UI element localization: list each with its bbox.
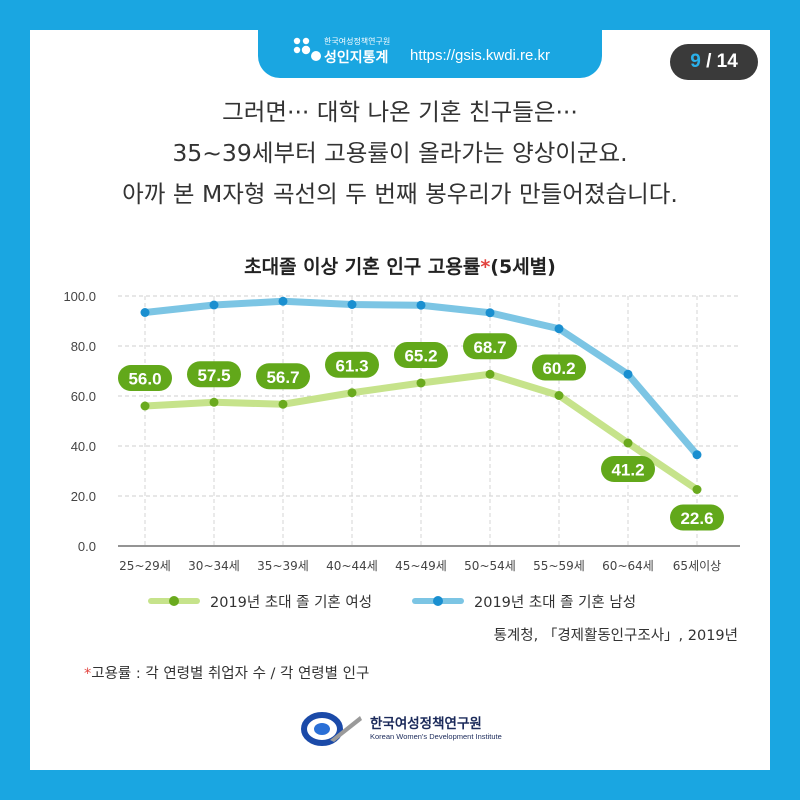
series-point xyxy=(485,369,495,379)
y-tick-label: 20.0 xyxy=(71,489,96,504)
logo-title: 성인지통계 xyxy=(324,50,389,66)
kwdi-name-english: Korean Women's Development Institute xyxy=(370,732,502,741)
footnote-star: * xyxy=(84,666,92,682)
data-label: 41.2 xyxy=(611,461,644,480)
legend-marker-men xyxy=(433,596,443,606)
data-label: 68.7 xyxy=(473,338,506,357)
data-label: 56.7 xyxy=(266,368,299,387)
kwdi-emblem-icon xyxy=(301,712,362,746)
chart-legend: 2019년 초대 졸 기혼 여성 2019년 초대 졸 기혼 남성 xyxy=(30,588,770,614)
data-label-badge xyxy=(118,365,172,391)
series-point xyxy=(416,378,426,388)
headline-line-1: 그러면··· 대학 나온 기혼 친구들은··· xyxy=(222,98,578,126)
headline: 그러면··· 대학 나온 기혼 친구들은··· 35~39세부터 고용률이 올라… xyxy=(30,92,770,215)
data-label-badge xyxy=(187,361,241,388)
data-label-badge xyxy=(463,333,517,360)
page-indicator: 9 / 14 xyxy=(670,44,758,80)
series-point xyxy=(692,485,702,494)
logo-subtitle: 한국여성정책연구원 xyxy=(324,37,391,46)
y-tick-label: 0.0 xyxy=(78,539,96,554)
series-point xyxy=(554,391,564,400)
legend-label-women: 2019년 초대 졸 기혼 여성 xyxy=(210,595,373,611)
series-point xyxy=(692,450,702,460)
headline-line-3: 아까 본 M자형 곡선의 두 번째 봉우리가 만들어졌습니다. xyxy=(122,180,678,208)
logo-dots-icon xyxy=(293,37,321,61)
page-current: 9 xyxy=(690,51,701,72)
data-label-badge xyxy=(256,363,310,390)
data-label: 61.3 xyxy=(335,356,368,375)
employment-rate-line-chart: 0.0 20.0 40.0 60.0 80.0 100.0 25~29세 30~34세 35~3… xyxy=(63,289,740,573)
series-point xyxy=(209,397,219,407)
series-point xyxy=(278,399,288,409)
data-label: 22.6 xyxy=(680,509,713,528)
x-tick-label: 65세이상 xyxy=(673,559,721,573)
footnote: *고용률 : 각 연령별 취업자 수 / 각 연령별 인구 xyxy=(84,662,369,683)
data-label: 56.0 xyxy=(128,370,161,389)
kwdi-logo: 한국여성정책연구원 Korean Women's Development Ins… xyxy=(300,710,540,748)
legend-marker-women xyxy=(169,596,179,606)
x-tick-label: 35~39세 xyxy=(257,559,309,573)
series-point xyxy=(347,300,357,309)
footnote-text: 고용률 : 각 연령별 취업자 수 / 각 연령별 인구 xyxy=(91,666,370,682)
chart-title-suffix: (5세별) xyxy=(490,256,556,278)
page-total: 14 xyxy=(716,51,738,72)
series-point xyxy=(140,308,150,317)
x-tick-label: 55~59세 xyxy=(533,559,585,573)
x-tick-label: 60~64세 xyxy=(602,559,654,573)
y-tick-label: 40.0 xyxy=(71,439,96,454)
x-tick-label: 40~44세 xyxy=(326,559,378,573)
site-url-link[interactable]: https://gsis.kwdi.re.kr xyxy=(410,47,551,64)
data-label-badge xyxy=(601,456,655,482)
x-tick-label: 45~49세 xyxy=(395,559,447,573)
series-point xyxy=(485,308,495,318)
chart-title-main: 초대졸 이상 기혼 인구 고용률 xyxy=(244,256,481,278)
data-label-badge xyxy=(325,351,379,378)
series-point xyxy=(209,300,219,310)
data-label-badge xyxy=(532,354,586,381)
series-point xyxy=(278,296,288,306)
series-point xyxy=(554,324,564,334)
series-point xyxy=(347,388,357,398)
y-tick-label: 80.0 xyxy=(71,339,96,354)
series-point xyxy=(623,438,633,448)
y-tick-label: 100.0 xyxy=(63,289,96,304)
data-label: 65.2 xyxy=(404,347,437,366)
chart-title-star: * xyxy=(480,256,491,278)
data-label-badge xyxy=(394,342,448,368)
x-tick-label: 30~34세 xyxy=(188,559,240,573)
data-source: 통계청, 「경제활동인구조사」, 2019년 xyxy=(493,628,738,644)
chart-title: 초대졸 이상 기혼 인구 고용률*(5세별) xyxy=(30,252,770,279)
data-label-badge xyxy=(670,504,724,531)
series-point xyxy=(416,300,426,310)
legend-label-men: 2019년 초대 졸 기혼 남성 xyxy=(474,595,637,611)
series-point xyxy=(140,401,150,411)
x-tick-label: 25~29세 xyxy=(119,559,171,573)
x-tick-label: 50~54세 xyxy=(464,559,516,573)
data-label: 57.5 xyxy=(197,366,230,385)
series-point xyxy=(623,369,633,379)
headline-line-2: 35~39세부터 고용률이 올라가는 양상이군요. xyxy=(172,139,628,167)
header-tab: 한국여성정책연구원 성인지통계 https://gsis.kwdi.re.kr xyxy=(258,30,602,78)
content-card: 한국여성정책연구원 성인지통계 https://gsis.kwdi.re.kr … xyxy=(30,30,770,770)
kwdi-name-korean: 한국여성정책연구원 xyxy=(370,716,482,732)
data-label: 60.2 xyxy=(542,359,575,378)
page-separator: / xyxy=(700,51,717,72)
y-tick-label: 60.0 xyxy=(71,389,96,404)
